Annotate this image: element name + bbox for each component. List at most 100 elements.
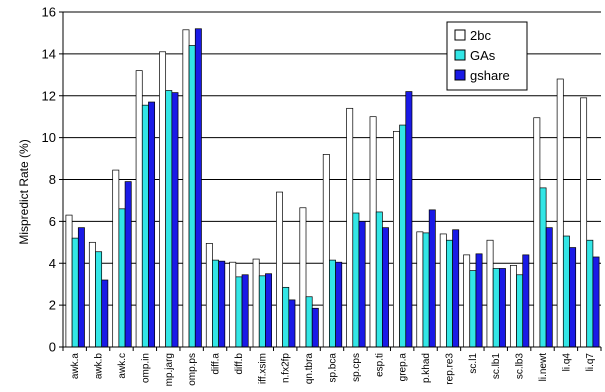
bar-gshare xyxy=(194,28,202,348)
bar-GAs xyxy=(118,208,126,348)
bar-gshare xyxy=(218,260,226,348)
bar-2bc xyxy=(556,78,564,348)
bar-gshare xyxy=(475,253,483,348)
bar-2bc xyxy=(369,116,377,348)
bar-2bc xyxy=(486,239,494,348)
bar-gshare xyxy=(545,227,553,348)
bar-2bc xyxy=(509,264,517,348)
x-tick-label: awk.c xyxy=(117,353,128,379)
bar-GAs xyxy=(352,212,360,348)
bar-GAs xyxy=(282,286,290,348)
bar-GAs xyxy=(95,251,103,348)
legend-swatch-gshare xyxy=(454,69,466,81)
bar-gshare xyxy=(101,279,109,348)
bar-gshare xyxy=(171,92,179,348)
bar-gshare xyxy=(148,101,156,348)
bar-GAs xyxy=(165,90,173,348)
bar-GAs xyxy=(539,187,547,348)
x-tick-label: li.q4 xyxy=(561,353,572,372)
bar-2bc xyxy=(533,117,541,348)
x-tick-label: omp.in xyxy=(140,353,151,383)
bar-gshare xyxy=(382,227,389,348)
x-tick-label: iff.xsim xyxy=(257,353,268,384)
bar-2bc xyxy=(346,107,354,348)
bar-2bc xyxy=(299,207,307,348)
x-tick-label: diff.b xyxy=(234,353,245,375)
x-tick-label: sc.lb3 xyxy=(515,353,526,380)
y-tick-label: 12 xyxy=(42,88,56,103)
bar-2bc xyxy=(322,154,330,348)
legend-label-2bc: 2bc xyxy=(470,28,491,43)
bar-gshare xyxy=(77,227,85,348)
x-tick-labels: awk.a awk.b awk.c omp.in mp.jarg omp.ps diff.a… xyxy=(62,347,602,386)
bar-2bc xyxy=(229,261,237,348)
bar-2bc xyxy=(580,97,588,348)
x-tick-label: rep.re3 xyxy=(444,353,455,385)
bar-gshare xyxy=(428,209,436,348)
x-tick-label: sp.bca xyxy=(328,353,339,383)
bar-2bc xyxy=(463,254,471,348)
bar-GAs xyxy=(562,235,570,348)
bar-2bc xyxy=(416,231,424,348)
bar-2bc xyxy=(205,243,213,348)
x-tick-label: grep.a xyxy=(398,353,409,382)
x-tick-label: sc.lb1 xyxy=(491,353,502,380)
legend-label-gshare: gshare xyxy=(470,68,510,83)
bar-gshare xyxy=(265,273,272,348)
y-tick-label: 4 xyxy=(49,256,56,271)
bar-2bc xyxy=(276,191,283,348)
bar-gshare xyxy=(124,181,132,348)
x-tick-label: esp.ti xyxy=(374,353,385,377)
bar-GAs xyxy=(446,239,453,348)
legend-items: 2bc GAs gshare xyxy=(454,28,510,83)
x-tick-label: sc.l1 xyxy=(468,353,479,374)
bar-gshare xyxy=(288,299,296,348)
y-tick-label: 10 xyxy=(42,130,56,145)
x-tick-label: p.khad xyxy=(421,353,432,383)
x-tick-label: qn.tbra xyxy=(304,353,315,385)
bar-gshare xyxy=(311,307,319,348)
bar-gshare xyxy=(452,229,460,348)
legend-swatch-2bc xyxy=(454,29,466,41)
bar-GAs xyxy=(516,274,524,348)
y-tick-label: 8 xyxy=(49,172,56,187)
bar-2bc xyxy=(182,29,190,348)
bar-GAs xyxy=(258,275,266,348)
x-tick-label: mp.jarg xyxy=(164,353,175,386)
y-axis-label: Mispredict Rate (%) xyxy=(17,139,31,244)
bar-GAs xyxy=(329,259,336,348)
x-tick-label: sp.cps xyxy=(351,353,362,382)
y-tick-label: 6 xyxy=(49,214,56,229)
x-tick-label: awk.b xyxy=(94,353,105,380)
bar-2bc xyxy=(439,233,447,348)
legend-label-GAs: GAs xyxy=(470,48,496,63)
x-tick-label: diff.a xyxy=(211,353,222,375)
bar-gshare xyxy=(335,261,343,348)
x-tick-label: li.q7 xyxy=(585,353,596,372)
bar-GAs xyxy=(422,232,430,348)
bar-GAs xyxy=(492,268,500,348)
bar-GAs xyxy=(399,124,407,348)
bar-gshare xyxy=(592,256,600,348)
y-tick-label: 14 xyxy=(42,46,56,61)
bar-GAs xyxy=(235,276,243,348)
legend: 2bc GAs gshare xyxy=(446,21,528,91)
bar-GAs xyxy=(141,104,149,348)
bar-GAs xyxy=(188,45,196,348)
bar-gshare xyxy=(569,247,577,348)
legend-swatch-GAs xyxy=(454,49,466,61)
bar-gshare xyxy=(498,268,506,348)
y-tick-labels: 0 2 4 6 8 10 12 14 16 xyxy=(42,5,63,355)
bar-2bc xyxy=(65,214,73,348)
bar-2bc xyxy=(112,169,120,348)
bar-2bc xyxy=(88,241,96,348)
bar-GAs xyxy=(71,237,79,348)
y-tick-label: 2 xyxy=(49,298,56,313)
bar-GAs xyxy=(586,239,594,348)
y-tick-label: 16 xyxy=(42,5,56,20)
x-tick-label: li.newt xyxy=(538,353,549,382)
bar-gshare xyxy=(522,254,530,348)
x-tick-label: omp.ps xyxy=(187,353,198,386)
